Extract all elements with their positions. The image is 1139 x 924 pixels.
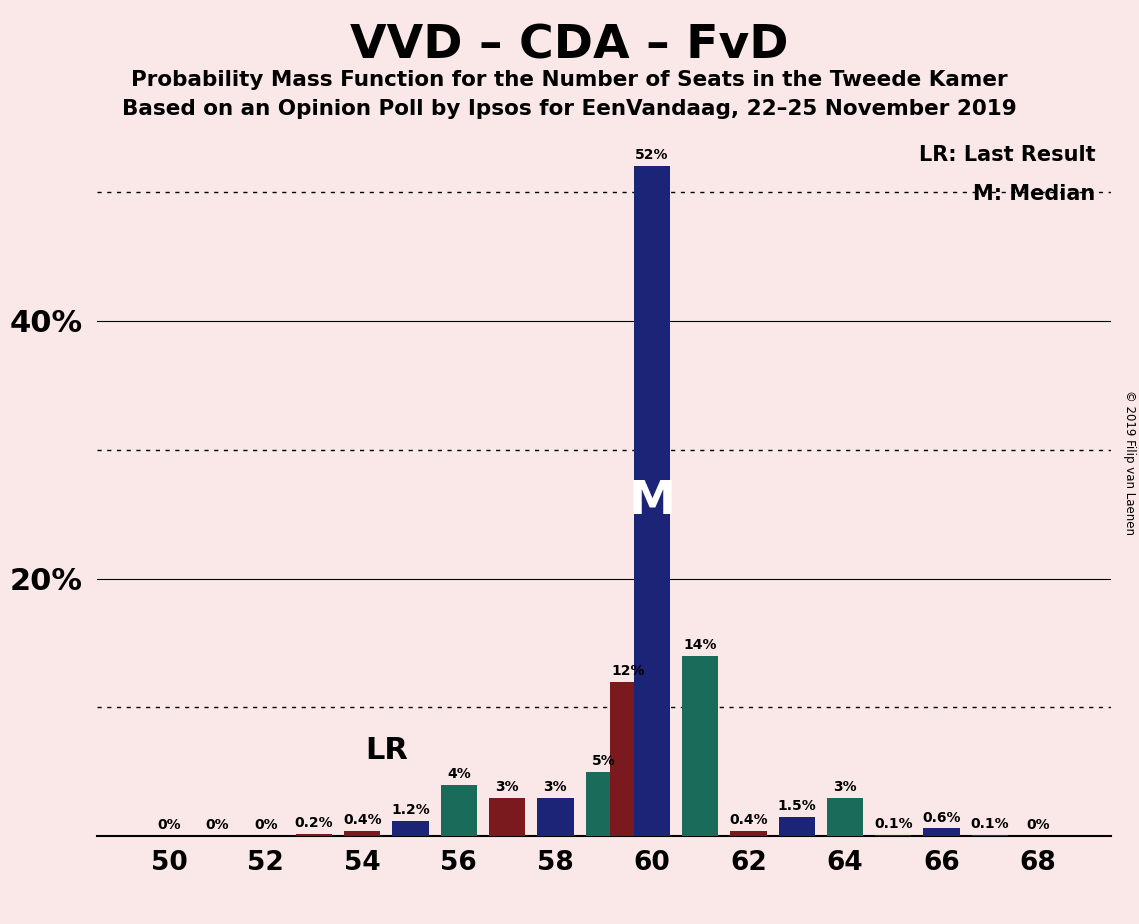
Bar	[538, 797, 574, 836]
Text: 1.2%: 1.2%	[391, 803, 429, 817]
Bar	[730, 831, 767, 836]
Text: Based on an Opinion Poll by Ipsos for EenVandaag, 22–25 November 2019: Based on an Opinion Poll by Ipsos for Ee…	[122, 99, 1017, 119]
Text: 0%: 0%	[206, 818, 229, 832]
Text: 0%: 0%	[157, 818, 181, 832]
Text: 1.5%: 1.5%	[778, 799, 817, 813]
Text: 0%: 0%	[254, 818, 278, 832]
Text: Probability Mass Function for the Number of Seats in the Tweede Kamer: Probability Mass Function for the Number…	[131, 70, 1008, 91]
Text: 0.6%: 0.6%	[923, 810, 961, 824]
Bar	[585, 772, 622, 836]
Bar	[489, 797, 525, 836]
Text: 14%: 14%	[683, 638, 716, 652]
Bar	[609, 682, 646, 836]
Bar	[682, 656, 719, 836]
Bar	[393, 821, 428, 836]
Bar	[296, 833, 333, 836]
Text: 0%: 0%	[1026, 818, 1050, 832]
Text: LR: Last Result: LR: Last Result	[919, 145, 1096, 165]
Bar	[441, 784, 477, 836]
Text: 5%: 5%	[592, 754, 615, 768]
Bar	[972, 835, 1008, 836]
Text: M: M	[629, 479, 675, 524]
Text: 12%: 12%	[611, 663, 645, 677]
Text: 0.4%: 0.4%	[729, 813, 768, 827]
Text: VVD – CDA – FvD: VVD – CDA – FvD	[351, 23, 788, 68]
Bar	[633, 166, 670, 836]
Text: 0.1%: 0.1%	[874, 817, 912, 831]
Text: 0.1%: 0.1%	[970, 817, 1009, 831]
Bar	[924, 829, 960, 836]
Text: 3%: 3%	[495, 780, 519, 794]
Text: 52%: 52%	[636, 149, 669, 163]
Text: 3%: 3%	[543, 780, 567, 794]
Bar	[875, 835, 911, 836]
Bar	[344, 831, 380, 836]
Bar	[827, 797, 863, 836]
Text: LR: LR	[364, 736, 408, 765]
Text: 4%: 4%	[446, 767, 470, 781]
Text: M: Median: M: Median	[973, 184, 1096, 204]
Text: 3%: 3%	[834, 780, 857, 794]
Bar	[779, 817, 814, 836]
Text: 0.2%: 0.2%	[295, 816, 334, 830]
Text: © 2019 Filip van Laenen: © 2019 Filip van Laenen	[1123, 390, 1136, 534]
Text: 0.4%: 0.4%	[343, 813, 382, 827]
